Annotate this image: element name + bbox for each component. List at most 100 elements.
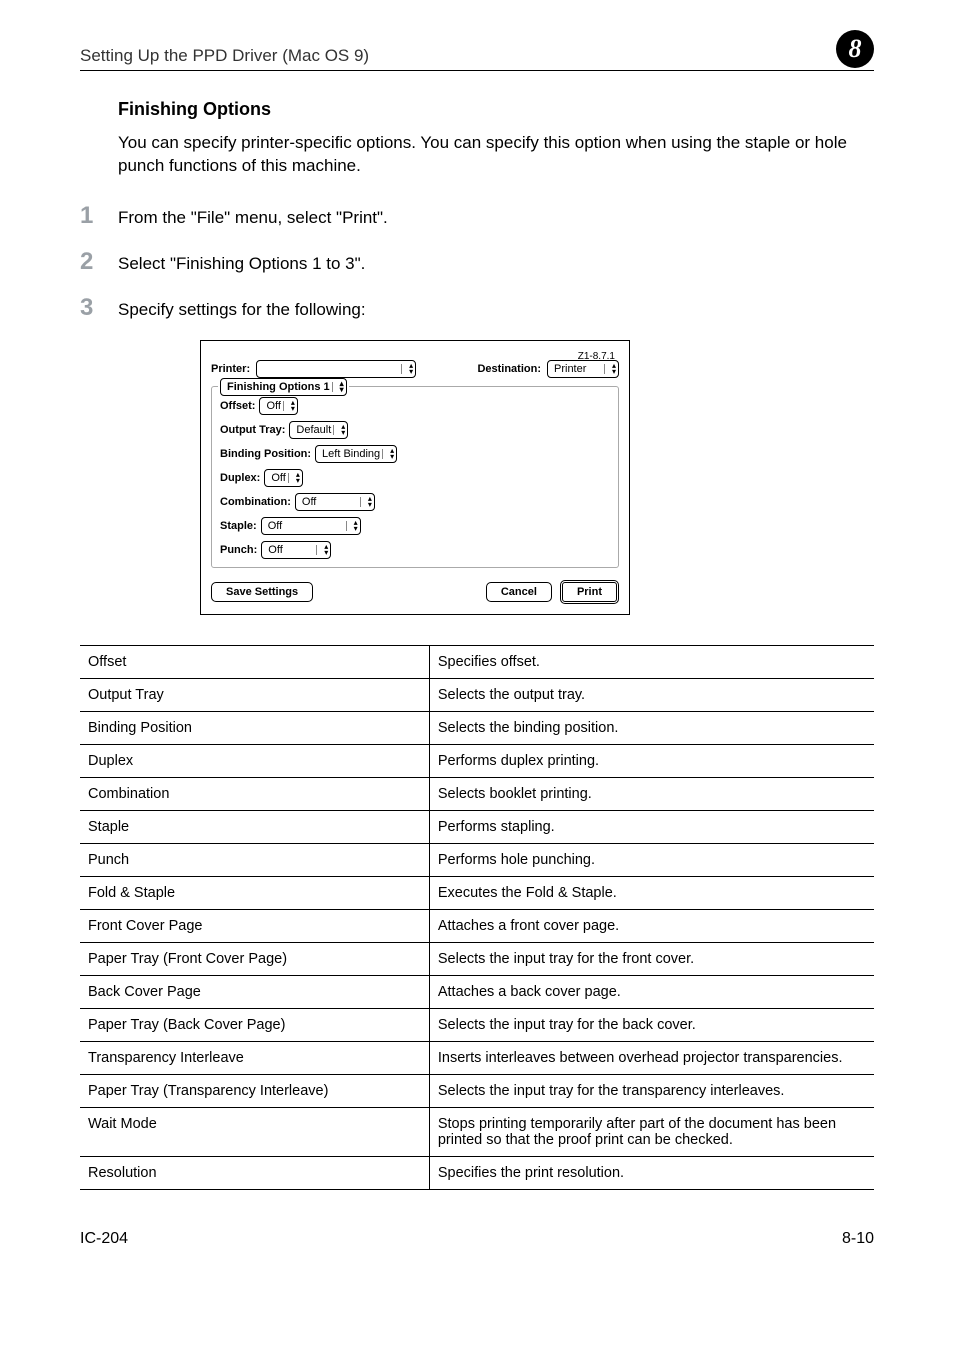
option-name-cell: Binding Position <box>80 711 429 744</box>
dropdown-arrows-icon: ▴▾ <box>368 496 372 508</box>
table-row: Transparency InterleaveInserts interleav… <box>80 1041 874 1074</box>
duplex-label: Duplex: <box>220 472 260 484</box>
dropdown-arrows-icon: ▴▾ <box>409 363 413 375</box>
page-header: Setting Up the PPD Driver (Mac OS 9) 8 <box>80 30 874 71</box>
section-title: Finishing Options <box>118 99 874 120</box>
option-name-cell: Paper Tray (Front Cover Page) <box>80 942 429 975</box>
table-row: StaplePerforms stapling. <box>80 810 874 843</box>
option-desc-cell: Performs hole punching. <box>429 843 874 876</box>
offset-label: Offset: <box>220 400 255 412</box>
option-desc-cell: Performs stapling. <box>429 810 874 843</box>
header-title: Setting Up the PPD Driver (Mac OS 9) <box>80 46 836 66</box>
table-row: Binding PositionSelects the binding posi… <box>80 711 874 744</box>
table-row: ResolutionSpecifies the print resolution… <box>80 1156 874 1189</box>
option-name-cell: Fold & Staple <box>80 876 429 909</box>
step-number: 3 <box>80 294 118 322</box>
option-name-cell: Output Tray <box>80 678 429 711</box>
option-desc-cell: Selects the input tray for the front cov… <box>429 942 874 975</box>
table-row: DuplexPerforms duplex printing. <box>80 744 874 777</box>
output-tray-value: Default <box>296 424 331 436</box>
cancel-button[interactable]: Cancel <box>486 582 552 602</box>
print-button[interactable]: Print <box>560 580 619 604</box>
dropdown-arrows-icon: ▴▾ <box>390 448 394 460</box>
option-desc-cell: Performs duplex printing. <box>429 744 874 777</box>
staple-select[interactable]: Off ▴▾ <box>261 517 361 535</box>
footer-left: IC-204 <box>80 1230 128 1248</box>
dropdown-arrows-icon: ▴▾ <box>612 363 616 375</box>
table-row: Fold & StapleExecutes the Fold & Staple. <box>80 876 874 909</box>
option-desc-cell: Selects the binding position. <box>429 711 874 744</box>
staple-label: Staple: <box>220 520 257 532</box>
option-desc-cell: Inserts interleaves between overhead pro… <box>429 1041 874 1074</box>
table-row: OffsetSpecifies offset. <box>80 645 874 678</box>
table-row: Back Cover PageAttaches a back cover pag… <box>80 975 874 1008</box>
step-3: 3 Specify settings for the following: <box>80 294 874 322</box>
combination-value: Off <box>302 496 316 508</box>
option-desc-cell: Stops printing temporarily after part of… <box>429 1107 874 1156</box>
save-settings-button[interactable]: Save Settings <box>211 582 313 602</box>
option-name-cell: Back Cover Page <box>80 975 429 1008</box>
option-desc-cell: Selects the input tray for the back cove… <box>429 1008 874 1041</box>
options-panel-select[interactable]: Finishing Options 1 ▴▾ <box>220 378 347 396</box>
option-name-cell: Duplex <box>80 744 429 777</box>
dropdown-arrows-icon: ▴▾ <box>324 544 328 556</box>
option-name-cell: Transparency Interleave <box>80 1041 429 1074</box>
footer-right: 8-10 <box>842 1230 874 1248</box>
section-intro: You can specify printer-specific options… <box>118 132 874 178</box>
table-row: Paper Tray (Front Cover Page)Selects the… <box>80 942 874 975</box>
option-name-cell: Punch <box>80 843 429 876</box>
option-name-cell: Staple <box>80 810 429 843</box>
destination-label: Destination: <box>477 363 541 375</box>
step-text: Specify settings for the following: <box>118 300 366 320</box>
option-desc-cell: Specifies the print resolution. <box>429 1156 874 1189</box>
print-dialog-screenshot: Z1-8.7.1 Printer: ▴▾ Destination: Printe… <box>200 340 874 615</box>
steps-list: 1 From the "File" menu, select "Print". … <box>80 202 874 322</box>
dropdown-arrows-icon: ▴▾ <box>291 400 295 412</box>
step-number: 1 <box>80 202 118 230</box>
duplex-select[interactable]: Off ▴▾ <box>264 469 302 487</box>
options-table: OffsetSpecifies offset.Output TraySelect… <box>80 645 874 1190</box>
combination-label: Combination: <box>220 496 291 508</box>
offset-value: Off <box>266 400 280 412</box>
staple-value: Off <box>268 520 282 532</box>
option-desc-cell: Executes the Fold & Staple. <box>429 876 874 909</box>
step-number: 2 <box>80 248 118 276</box>
option-name-cell: Combination <box>80 777 429 810</box>
option-name-cell: Paper Tray (Back Cover Page) <box>80 1008 429 1041</box>
option-name-cell: Offset <box>80 645 429 678</box>
dropdown-arrows-icon: ▴▾ <box>340 381 344 393</box>
step-1: 1 From the "File" menu, select "Print". <box>80 202 874 230</box>
option-name-cell: Wait Mode <box>80 1107 429 1156</box>
combination-select[interactable]: Off ▴▾ <box>295 493 375 511</box>
option-desc-cell: Selects the input tray for the transpare… <box>429 1074 874 1107</box>
duplex-value: Off <box>271 472 285 484</box>
output-tray-label: Output Tray: <box>220 424 285 436</box>
printer-label: Printer: <box>211 363 250 375</box>
table-row: Output TraySelects the output tray. <box>80 678 874 711</box>
punch-label: Punch: <box>220 544 257 556</box>
option-desc-cell: Selects booklet printing. <box>429 777 874 810</box>
option-desc-cell: Attaches a front cover page. <box>429 909 874 942</box>
step-text: Select "Finishing Options 1 to 3". <box>118 254 365 274</box>
printer-select[interactable]: ▴▾ <box>256 360 416 378</box>
option-desc-cell: Specifies offset. <box>429 645 874 678</box>
dropdown-arrows-icon: ▴▾ <box>354 520 358 532</box>
option-name-cell: Front Cover Page <box>80 909 429 942</box>
step-2: 2 Select "Finishing Options 1 to 3". <box>80 248 874 276</box>
option-name-cell: Resolution <box>80 1156 429 1189</box>
table-row: Paper Tray (Back Cover Page)Selects the … <box>80 1008 874 1041</box>
destination-select[interactable]: Printer ▴▾ <box>547 360 619 378</box>
print-dialog: Z1-8.7.1 Printer: ▴▾ Destination: Printe… <box>200 340 630 615</box>
output-tray-select[interactable]: Default ▴▾ <box>289 421 348 439</box>
punch-select[interactable]: Off ▴▾ <box>261 541 331 559</box>
table-row: Front Cover PageAttaches a front cover p… <box>80 909 874 942</box>
option-desc-cell: Attaches a back cover page. <box>429 975 874 1008</box>
binding-position-select[interactable]: Left Binding ▴▾ <box>315 445 397 463</box>
punch-value: Off <box>268 544 282 556</box>
offset-select[interactable]: Off ▴▾ <box>259 397 297 415</box>
option-desc-cell: Selects the output tray. <box>429 678 874 711</box>
step-text: From the "File" menu, select "Print". <box>118 208 388 228</box>
table-row: Paper Tray (Transparency Interleave)Sele… <box>80 1074 874 1107</box>
dropdown-arrows-icon: ▴▾ <box>296 472 300 484</box>
table-row: PunchPerforms hole punching. <box>80 843 874 876</box>
